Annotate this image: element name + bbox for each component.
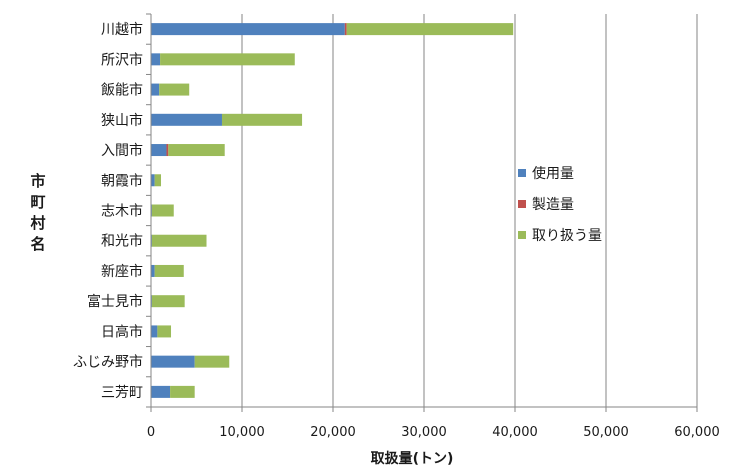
x-tick-label: 20,000 (310, 425, 356, 440)
bar-segment (151, 355, 195, 368)
legend-swatch (518, 200, 526, 208)
x-tick-label: 0 (147, 425, 155, 440)
bar-segment (151, 385, 171, 398)
bar-segment (151, 174, 155, 187)
bars (151, 23, 514, 398)
x-tick-labels: 0 10,000 20,000 30,000 40,000 50,000 60,000 (147, 425, 720, 440)
category-label: 日高市 (101, 323, 143, 340)
x-axis-label: 取扱量(トン) (371, 450, 454, 467)
y-axis-label-char: 市 (30, 172, 45, 190)
legend-swatch (518, 169, 526, 177)
legend-label: 使用量 (532, 165, 574, 182)
category-label: 入間市 (101, 142, 143, 159)
category-label: 所沢市 (101, 51, 143, 68)
grid-lines (241, 14, 698, 407)
y-axis-label-char: 村 (30, 214, 45, 232)
bar-segment (170, 385, 195, 398)
bar-segment (166, 144, 169, 157)
bar-segment (154, 174, 162, 187)
bar-segment (151, 23, 345, 36)
bar-segment (344, 23, 347, 36)
x-tick-label: 30,000 (401, 425, 447, 440)
bar-segment (160, 53, 295, 66)
x-tick-label: 60,000 (674, 425, 720, 440)
category-label: 狭山市 (101, 112, 143, 129)
bar-segment (151, 264, 155, 277)
axes (146, 13, 698, 412)
bar-segment (151, 325, 158, 338)
bar-segment (151, 295, 185, 308)
bar-segment (151, 83, 160, 96)
bar-segment (168, 144, 225, 157)
bar-segment (194, 355, 230, 368)
bar-segment (151, 144, 167, 157)
category-label: 新座市 (101, 263, 143, 280)
category-labels: 川越市所沢市飯能市狭山市入間市朝霞市志木市和光市新座市富士見市日高市ふじみ野市三… (73, 21, 143, 401)
category-label: 富士見市 (87, 293, 143, 310)
x-tick-label: 10,000 (219, 425, 265, 440)
bar-segment (151, 204, 174, 217)
category-label: 飯能市 (101, 82, 143, 99)
bar-segment (221, 113, 303, 126)
bar-segment (151, 234, 207, 247)
category-label: 三芳町 (101, 384, 143, 401)
legend-swatch (518, 231, 526, 239)
legend-label: 製造量 (532, 197, 574, 213)
bar-segment (151, 113, 222, 126)
x-tick-label: 50,000 (583, 425, 629, 440)
category-label: 朝霞市 (101, 172, 143, 189)
bar-segment (157, 325, 172, 338)
y-axis-label-char: 町 (30, 193, 45, 211)
y-axis-label-char: 名 (30, 235, 45, 253)
x-tick-label: 40,000 (492, 425, 538, 440)
legend-label: 取り扱う量 (532, 228, 602, 244)
bar-segment (154, 264, 184, 277)
bar-segment (151, 53, 161, 66)
category-label: 和光市 (101, 233, 143, 250)
category-label: 川越市 (101, 21, 143, 38)
category-label: 志木市 (101, 203, 143, 220)
bar-segment (346, 23, 514, 36)
bar-segment (159, 83, 190, 96)
category-label: ふじみ野市 (73, 354, 143, 371)
